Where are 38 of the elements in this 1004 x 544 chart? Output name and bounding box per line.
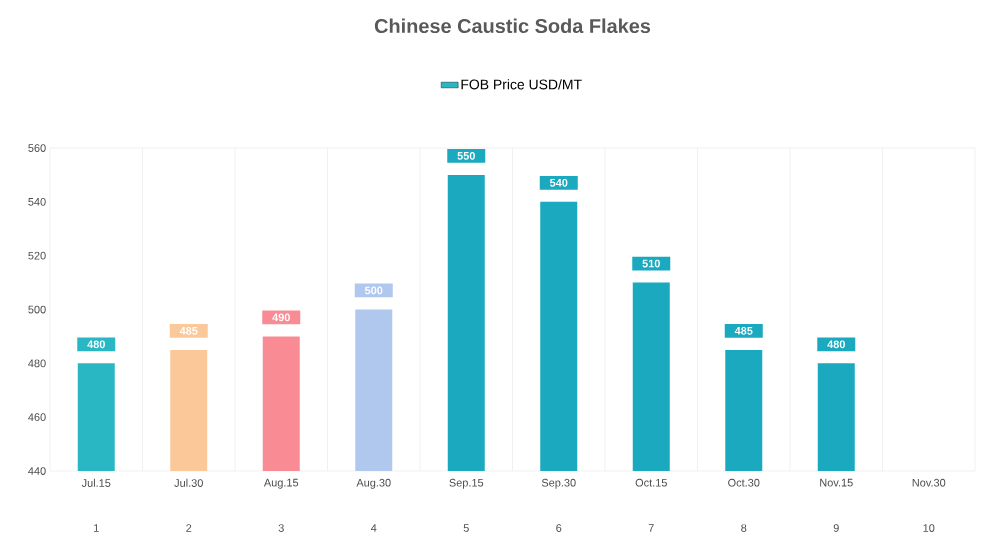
x-tick-label: Jul.30 xyxy=(174,478,203,487)
data-label: 490 xyxy=(272,313,290,322)
text: 8 xyxy=(741,524,747,532)
x-tick-label: Nov.15 xyxy=(820,478,853,487)
data-label: 485 xyxy=(179,326,198,335)
data-label: 510 xyxy=(642,259,660,268)
text: 3 xyxy=(278,524,284,532)
x-tick-label: Aug.15 xyxy=(263,478,299,489)
text: 7 xyxy=(648,524,654,532)
y-tick-label: 440 xyxy=(28,467,46,475)
data-label: 480 xyxy=(827,340,845,349)
y-tick-label: 500 xyxy=(28,305,46,314)
text: 1 xyxy=(94,524,99,532)
legend-label: FOB Price USD/MT xyxy=(461,79,582,90)
x-tick-label: Sep.15 xyxy=(449,478,484,489)
data-label: 480 xyxy=(87,340,105,349)
chart-title: Chinese Caustic Soda Flakes xyxy=(374,18,651,34)
x-tick-label: Oct.15 xyxy=(635,478,667,487)
x-tick-label: Jul.15 xyxy=(81,478,111,487)
text: 2 xyxy=(186,524,192,532)
text: 4 xyxy=(370,524,377,532)
y-tick-label: 520 xyxy=(28,251,46,260)
x-tick-label: Nov.30 xyxy=(912,478,946,487)
data-label: 550 xyxy=(457,151,475,160)
data-label: 540 xyxy=(549,178,568,187)
text: 9 xyxy=(833,524,839,532)
x-tick-label: Oct.30 xyxy=(728,478,760,487)
data-label: 485 xyxy=(734,326,753,335)
x-tick-label: Sep.30 xyxy=(541,478,576,489)
y-tick-label: 560 xyxy=(28,144,46,152)
data-label: 500 xyxy=(364,286,383,295)
text: 5 xyxy=(463,524,469,532)
y-tick-label: 540 xyxy=(28,197,46,206)
y-tick-label: 480 xyxy=(28,359,46,368)
x-tick-label: Aug.30 xyxy=(356,478,391,489)
text: 10 xyxy=(923,524,935,532)
y-tick-label: 460 xyxy=(28,413,46,422)
text: 6 xyxy=(556,524,562,532)
